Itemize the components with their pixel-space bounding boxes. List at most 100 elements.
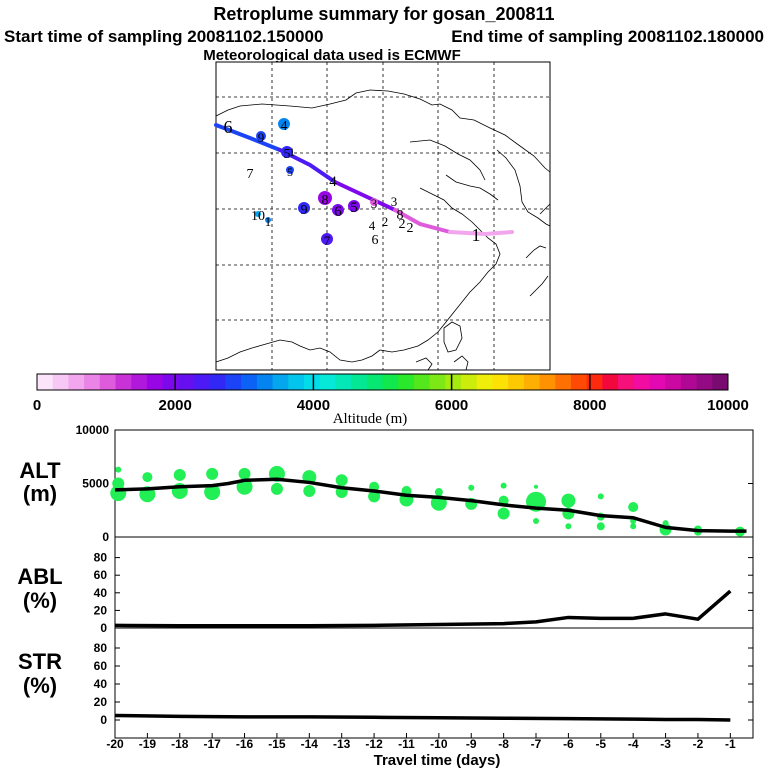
alt-spread-point: [335, 474, 348, 487]
plume-marker-label: 7: [247, 167, 254, 182]
alt-spread-point: [368, 490, 381, 503]
x-tick-label: -17: [203, 737, 221, 751]
str-unit: (%): [23, 673, 57, 698]
colorbar-cell: [84, 374, 101, 390]
trajectory-segment: [393, 208, 452, 234]
x-tick-label: -11: [398, 737, 415, 751]
alt-spread-point: [303, 484, 316, 497]
plume-marker-dot: [298, 202, 310, 214]
colorbar-cell: [461, 374, 478, 390]
plume-marker-label: 3: [391, 194, 398, 209]
plume-marker-dot: [321, 233, 333, 245]
plume-marker-label: 6: [372, 233, 379, 248]
plume-marker-dot: [255, 211, 261, 217]
colorbar-cell: [649, 374, 666, 390]
alt-spread-point: [112, 477, 125, 490]
colorbar-cell: [256, 374, 273, 390]
colorbar-cell: [131, 374, 148, 390]
plume-marker-dot: [265, 217, 271, 223]
str-line: [114, 713, 731, 722]
alt-spread-point: [630, 523, 637, 530]
alt-spread-point: [468, 484, 475, 491]
colorbar-cell: [680, 374, 697, 390]
colorbar-cell: [476, 374, 493, 390]
colorbar-tick-label: 10000: [707, 397, 749, 414]
alt-spread-point: [561, 493, 576, 508]
alt-spread-point: [204, 484, 221, 501]
alt-spread-point: [142, 472, 153, 483]
plume-marker-label: 4: [281, 119, 288, 134]
met-data-label: Meteorological data used is ECMWF: [203, 47, 461, 64]
alt-spread-point: [596, 522, 605, 531]
colorbar-cell: [272, 374, 289, 390]
colorbar-cell: [288, 374, 305, 390]
plume-marker-label: 3: [371, 196, 378, 211]
plume-marker-label: 10: [251, 209, 265, 224]
altitude-colorbar: 0 2000 4000 6000 8000 10000 Altitude (m): [33, 373, 749, 427]
plume-marker-label: 5: [287, 165, 293, 179]
alt-y-tick-label: 10000: [76, 423, 110, 437]
plume-marker-dot: [256, 131, 266, 141]
colorbar-cell: [335, 374, 352, 390]
plume-marker-label: 5: [350, 200, 358, 216]
colorbar-cell: [194, 374, 211, 390]
plume-marker-dot: [318, 191, 332, 205]
travel-time-axis: -20 -19 -18 -17 -16 -15 -14 -13 -12 -11 -10 -9 -8 -7 -…: [106, 733, 736, 751]
colorbar-tick-label: 4000: [297, 397, 330, 414]
alt-unit: (m): [23, 481, 57, 506]
plume-marker-label: 6: [334, 204, 342, 220]
trajectory-segment: [333, 180, 397, 212]
alt-label: ALT: [19, 458, 61, 483]
colorbar-tick-label: 8000: [573, 397, 606, 414]
alt-spread-point: [500, 482, 507, 489]
plume-marker-label: 9: [258, 130, 265, 145]
colorbar-cell: [523, 374, 540, 390]
abl-y-tick-label: 40: [94, 586, 108, 600]
x-tick-label: -10: [430, 737, 448, 751]
str-y-tick-label: 80: [94, 641, 108, 655]
x-tick-label: -4: [628, 737, 639, 751]
alt-spread-point: [115, 466, 122, 473]
colorbar-cell: [52, 374, 69, 390]
colorbar-cell: [618, 374, 635, 390]
abl-panel: 80 60 40 20 0: [94, 551, 753, 635]
trajectory-segment: [214, 123, 282, 152]
colorbar-cell: [366, 374, 383, 390]
alt-spread-point: [662, 520, 669, 527]
colorbar-cell: [146, 374, 164, 390]
map-frame: [215, 61, 551, 371]
plume-marker-label: 5: [284, 147, 291, 162]
time-series-panels: ALT (m) ABL (%) STR (%) 10000 5000 0 80 60 4…: [17, 423, 754, 768]
colorbar-tick-label: 6000: [435, 397, 468, 414]
plume-marker-label: 1: [265, 214, 272, 229]
colorbar-cell: [162, 374, 179, 390]
alt-spread-point: [597, 493, 604, 500]
x-tick-label: -2: [693, 737, 704, 751]
alt-mean-line: [114, 477, 747, 533]
x-tick-label: -12: [365, 737, 383, 751]
colorbar-cell: [508, 374, 525, 390]
map-grid: [216, 62, 550, 370]
alt-spread-point: [628, 502, 639, 513]
colorbar-cell: [115, 374, 132, 390]
start-time-label: Start time of sampling 20081102.150000: [4, 27, 323, 46]
plume-marker-dot: [348, 200, 360, 212]
plume-marker-dot: [370, 198, 378, 206]
colorbar-cell: [445, 374, 462, 390]
plume-marker-dot: [332, 204, 344, 216]
plume-marker-label: 6: [224, 117, 233, 137]
x-tick-label: -20: [106, 737, 124, 751]
plume-marker-label: 7: [324, 233, 331, 248]
plume-marker-label: 1: [289, 145, 295, 159]
colorbar-cell: [602, 374, 619, 390]
x-tick-label: -13: [333, 737, 351, 751]
colorbar-cell: [586, 374, 603, 390]
abl-line: [114, 589, 732, 628]
x-tick-label: -3: [660, 737, 671, 751]
colorbar-cell: [68, 374, 85, 390]
alt-spread-point: [534, 484, 539, 489]
abl-unit: (%): [23, 588, 57, 613]
